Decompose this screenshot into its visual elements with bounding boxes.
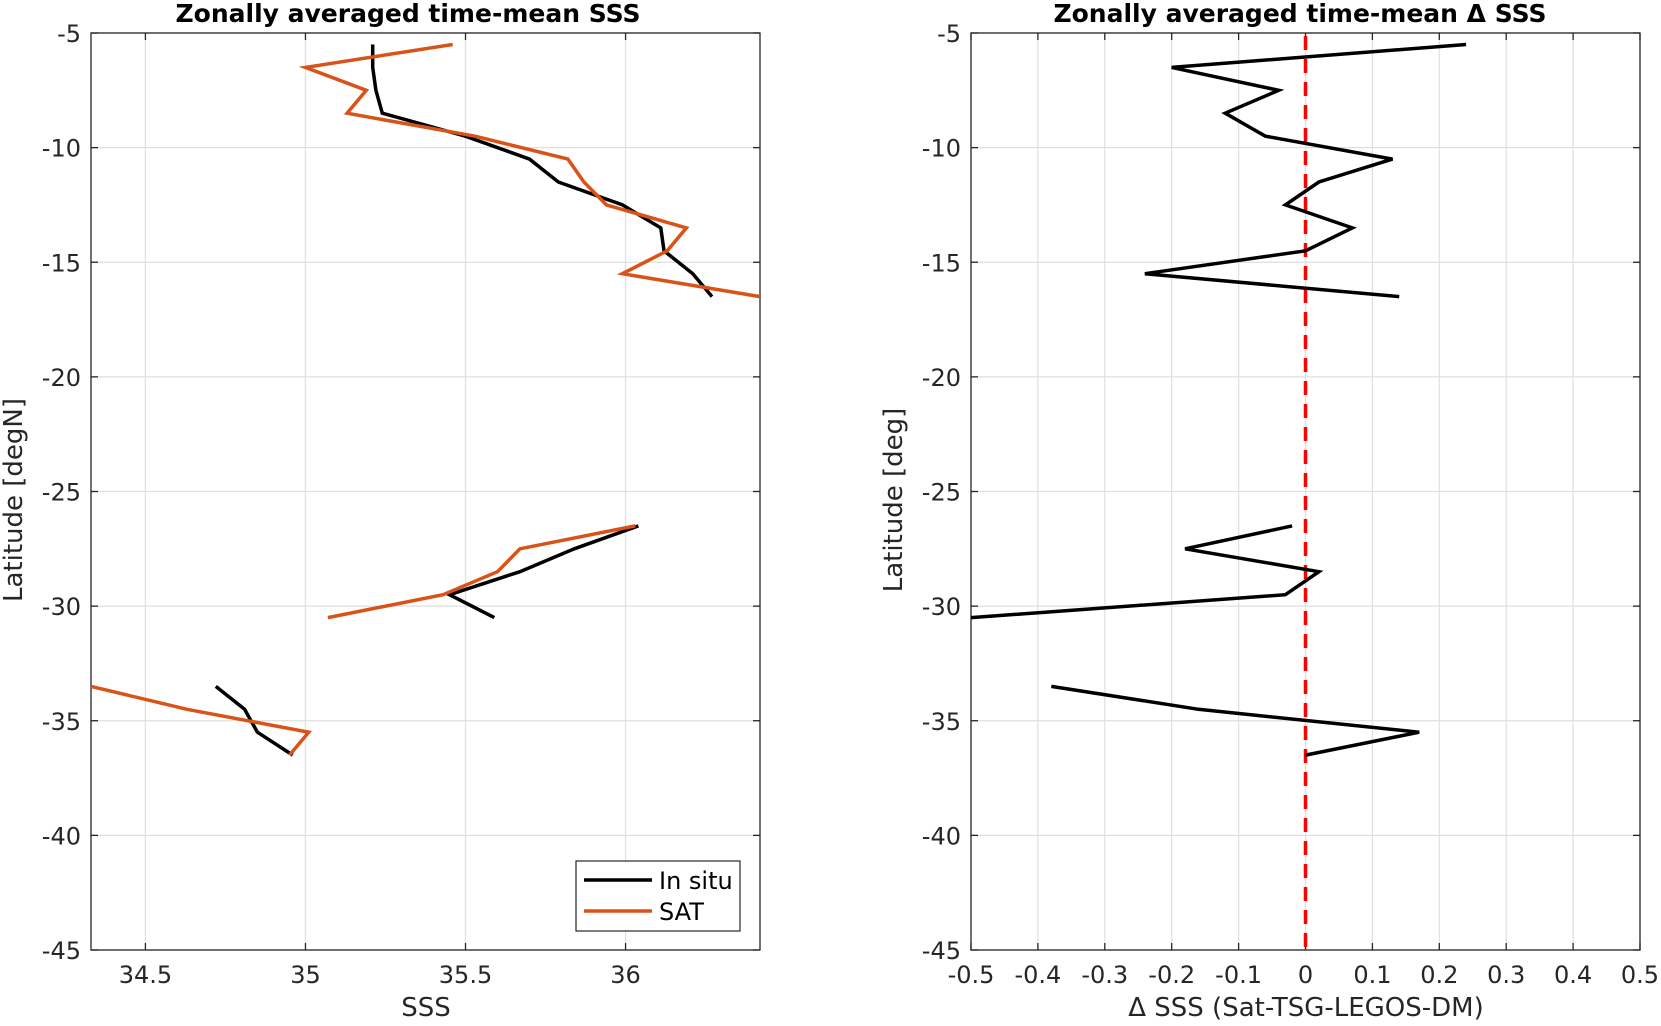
y-tick-label: -25 (922, 479, 961, 507)
x-tick-label: -0.1 (1215, 961, 1262, 989)
x-tick-label: 0.2 (1420, 961, 1458, 989)
series-line-sat (298, 42, 761, 299)
axes-frame (90, 32, 761, 951)
x-tick-labels: -0.5 -0.4 -0.3 -0.2 -0.1 0 0.1 0.2 0.3 0.4 0.5 (948, 961, 1660, 989)
series-line-series-0 (1051, 684, 1420, 757)
x-tick-labels: 34.5 35 35.5 36 (119, 961, 641, 989)
y-tick-labels: -45 -40 -35 -30 -25 -20 -15 -10 -5 (42, 20, 81, 965)
y-tick-label: -35 (922, 708, 961, 736)
y-tick-label: -5 (57, 20, 81, 48)
x-tick-label: 0.5 (1621, 961, 1659, 989)
legend-label-in-situ: In situ (659, 867, 733, 895)
y-tick-label: -20 (922, 364, 961, 392)
x-tick-label: -0.2 (1148, 961, 1195, 989)
y-tick-label: -10 (922, 135, 961, 163)
x-tick-label: 35.5 (439, 961, 492, 989)
y-axis-label: Latitude [deg] (879, 408, 909, 593)
x-tick-label: 0.1 (1353, 961, 1391, 989)
y-tick-label: -30 (922, 593, 961, 621)
y-tick-label: -30 (42, 593, 81, 621)
y-tick-labels: -45 -40 -35 -30 -25 -20 -15 -10 -5 (922, 20, 961, 965)
y-tick-label: -45 (922, 937, 961, 965)
grid (91, 32, 760, 951)
y-tick-label: -20 (42, 364, 81, 392)
y-tick-label: -40 (42, 822, 81, 850)
y-tick-label: -25 (42, 479, 81, 507)
chart-title: Zonally averaged time-mean SSS (176, 0, 641, 28)
grid (970, 32, 1641, 951)
y-tick-label: -10 (42, 135, 81, 163)
series-line-series-0 (970, 524, 1324, 620)
y-tick-label: -40 (922, 822, 961, 850)
series-line-series-0 (1144, 42, 1467, 299)
x-axis-label: SSS (401, 993, 451, 1023)
series-group (970, 42, 1467, 757)
delta-sss-chart: Zonally averaged time-mean Δ SSS -0.5 -0.… (879, 0, 1659, 1023)
series-line-in-situ (370, 44, 714, 298)
x-tick-label: 0 (1298, 961, 1313, 989)
legend-box (575, 860, 741, 932)
y-tick-label: -15 (42, 249, 81, 277)
legend: In situ SAT (575, 860, 741, 932)
x-axis-label: Δ SSS (Sat-TSG-LEGOS-DM) (1128, 993, 1484, 1023)
series-group (90, 42, 761, 757)
series-line-sat (327, 524, 636, 620)
x-tick-label: -0.3 (1081, 961, 1128, 989)
x-tick-label: -0.4 (1014, 961, 1061, 989)
y-tick-label: -15 (922, 249, 961, 277)
x-tick-label: 36 (610, 961, 641, 989)
y-axis-label: Latitude [degN] (0, 398, 29, 602)
series-line-sat (90, 684, 312, 757)
axes-frame (970, 32, 1641, 951)
series-line-in-situ (444, 524, 639, 620)
x-tick-label: 35 (290, 961, 321, 989)
chart-title: Zonally averaged time-mean Δ SSS (1054, 0, 1547, 28)
x-tick-label: 0.3 (1487, 961, 1525, 989)
y-tick-label: -45 (42, 937, 81, 965)
y-tick-label: -35 (42, 708, 81, 736)
x-tick-label: -0.5 (948, 961, 995, 989)
x-tick-label: 34.5 (119, 961, 172, 989)
x-tick-label: 0.4 (1554, 961, 1592, 989)
sss-chart: Zonally averaged time-mean SSS 34.5 35 35.… (0, 0, 761, 1023)
y-tick-label: -5 (937, 20, 961, 48)
legend-label-sat: SAT (659, 898, 704, 926)
